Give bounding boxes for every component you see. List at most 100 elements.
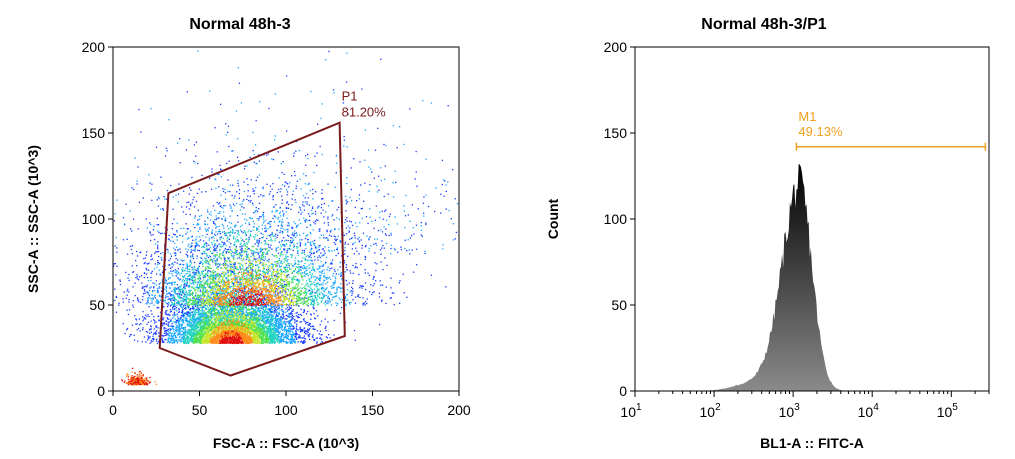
scatter-point [233, 341, 235, 343]
scatter-point [183, 305, 185, 307]
scatter-point [284, 283, 286, 286]
scatter-point [248, 305, 250, 307]
scatter-point [245, 333, 247, 336]
scatter-point [254, 324, 257, 326]
scatter-point [194, 319, 196, 321]
scatter-point [191, 317, 193, 319]
scatter-point [146, 315, 148, 317]
scatter-point [258, 294, 261, 297]
scatter-point [209, 335, 212, 337]
scatter-point [295, 331, 297, 333]
scatter-point [256, 311, 258, 313]
scatter-points [113, 50, 459, 386]
scatter-point [211, 292, 214, 294]
scatter-point [215, 308, 217, 310]
scatter-point [243, 332, 245, 334]
scatter-point [290, 316, 292, 318]
scatter-point [281, 294, 283, 296]
scatter-point [156, 330, 158, 332]
scatter-point [178, 333, 181, 336]
scatter-point [189, 316, 191, 318]
scatter-point [173, 305, 175, 307]
scatter-point [205, 303, 208, 305]
scatter-point [200, 317, 202, 319]
scatter-point [280, 304, 282, 307]
scatter-point [183, 313, 185, 315]
scatter-point [185, 319, 187, 322]
scatter-point [271, 331, 274, 333]
scatter-point [179, 332, 181, 334]
scatter-point [194, 334, 196, 336]
scatter-point [227, 311, 229, 313]
scatter-point [184, 313, 186, 315]
scatter-point [284, 318, 286, 320]
scatter-point [198, 312, 200, 314]
scatter-point [286, 330, 288, 332]
scatter-point [209, 328, 211, 330]
scatter-point [204, 291, 206, 293]
scatter-point [224, 333, 226, 336]
scatter-point [265, 317, 267, 319]
scatter-point [234, 321, 236, 323]
scatter-point [271, 339, 273, 341]
scatter-point [208, 308, 210, 311]
scatter-point [209, 308, 211, 310]
scatter-point [235, 334, 237, 336]
scatter-point [160, 290, 163, 292]
scatter-point [206, 280, 208, 282]
scatter-point [237, 316, 239, 318]
scatter-point [194, 304, 197, 306]
scatter-point [256, 333, 259, 335]
scatter-point [214, 330, 216, 332]
scatter-point [154, 332, 156, 335]
scatter-point [141, 341, 143, 343]
scatter-point [209, 316, 211, 318]
scatter-point [224, 317, 226, 320]
scatter-point [172, 270, 174, 272]
scatter-point [216, 259, 218, 261]
scatter-point [262, 312, 264, 314]
scatter-point [165, 313, 168, 315]
scatter-point [320, 320, 323, 322]
scatter-point [226, 291, 228, 294]
scatter-point [203, 339, 206, 341]
scatter-point [198, 341, 200, 343]
scatter-point [288, 330, 290, 332]
scatter-point [191, 320, 193, 323]
scatter-point [249, 262, 251, 265]
scatter-point [276, 311, 278, 313]
scatter-point [294, 332, 297, 334]
scatter-point [256, 316, 258, 318]
scatter-point [270, 342, 272, 344]
scatter-point [202, 318, 204, 320]
scatter-point [202, 313, 204, 315]
scatter-point [174, 269, 176, 271]
scatter-point [245, 262, 247, 265]
scatter-point [264, 330, 266, 332]
scatter-point [211, 286, 213, 288]
scatter-point [251, 321, 254, 323]
scatter-point [296, 323, 298, 325]
scatter-point [200, 295, 202, 297]
scatter-point [317, 315, 319, 317]
scatter-point [196, 306, 198, 309]
scatter-point [263, 334, 265, 337]
scatter-point [203, 321, 205, 323]
scatter-point [142, 328, 144, 331]
scatter-point [221, 296, 223, 299]
scatter-point [312, 328, 314, 330]
scatter-point [194, 276, 196, 278]
scatter-point [238, 308, 240, 310]
scatter-point [138, 318, 140, 320]
scatter-point [230, 318, 232, 321]
scatter-point [248, 331, 250, 333]
scatter-point [201, 330, 203, 332]
scatter-point [284, 328, 286, 330]
scatter-point [243, 318, 245, 321]
scatter-point [245, 316, 247, 318]
scatter-point [261, 319, 263, 321]
scatter-point [205, 323, 208, 325]
scatter-point [253, 331, 255, 333]
scatter-point [211, 337, 213, 339]
scatter-point [212, 327, 214, 329]
